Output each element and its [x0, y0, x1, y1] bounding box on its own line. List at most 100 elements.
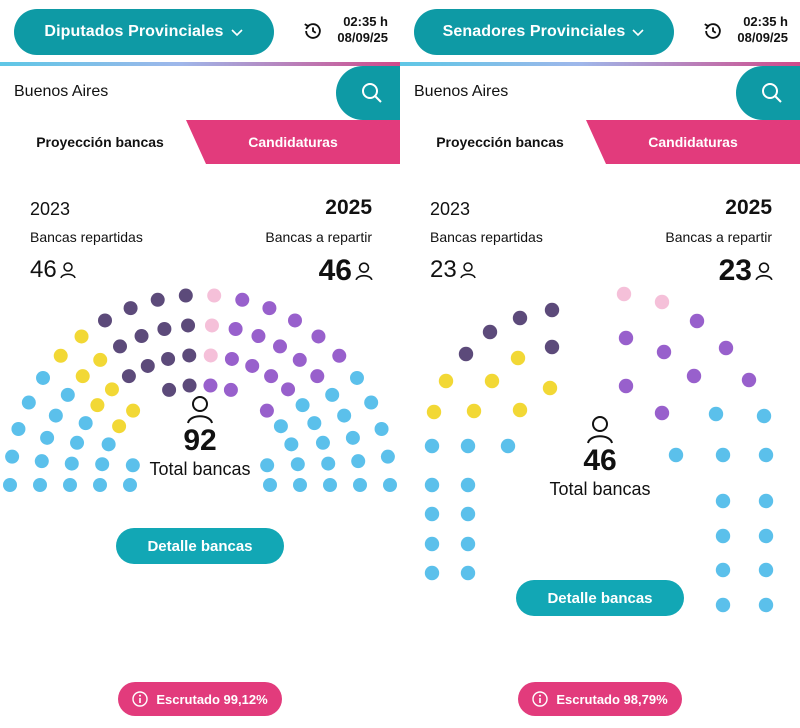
seat-dot — [307, 416, 322, 431]
seat-dot — [708, 406, 724, 422]
accent-divider — [0, 62, 400, 66]
seat-dot — [374, 421, 389, 436]
seat-dot — [204, 318, 219, 333]
seat-dot — [310, 369, 325, 384]
seat-dot — [112, 419, 127, 434]
search-button[interactable] — [336, 66, 400, 120]
chevron-down-icon — [230, 29, 243, 37]
seat-dot — [618, 330, 634, 346]
seat-dot — [668, 447, 684, 463]
chamber-selector[interactable]: Diputados Provinciales — [14, 9, 274, 55]
seat-dot — [78, 416, 93, 431]
seat-dot — [40, 430, 55, 445]
seat-chart-senadores — [400, 280, 800, 613]
seat-dot — [223, 382, 238, 397]
detail-button[interactable]: Detalle bancas — [516, 580, 684, 616]
seat-dot — [224, 351, 239, 366]
seat-dot — [104, 382, 119, 397]
seat-dot — [288, 313, 302, 328]
seat-dot — [290, 457, 305, 472]
search-icon — [362, 83, 382, 103]
seat-dot — [281, 382, 296, 397]
seat-dot — [245, 358, 260, 373]
seat-dot — [34, 454, 49, 469]
search-input[interactable]: Buenos Aires — [14, 83, 109, 100]
scrutiny-badge[interactable]: Escrutado 98,79% — [518, 682, 682, 716]
seat-dot — [203, 348, 218, 363]
user-icon — [755, 262, 773, 281]
tab-candidaturas[interactable]: Candidaturas — [586, 120, 800, 164]
seat-dot — [438, 373, 454, 389]
seat-dot — [758, 597, 774, 613]
tab-candidaturas[interactable]: Candidaturas — [186, 120, 400, 164]
seat-dot — [75, 369, 90, 384]
seat-dot — [364, 395, 379, 410]
seat-dot — [162, 382, 177, 397]
seat-dot — [321, 456, 336, 471]
seat-dot — [510, 350, 526, 366]
seat-chart-svg — [424, 286, 774, 613]
search-input[interactable]: Buenos Aires — [414, 83, 509, 100]
seat-dot — [689, 313, 705, 329]
seat-dot — [718, 340, 734, 356]
chamber-selector-label: Senadores Provinciales — [442, 23, 626, 40]
seat-dot — [656, 344, 672, 360]
seat-dot — [460, 506, 476, 522]
tabs: Proyección bancas Candidaturas — [400, 120, 800, 164]
total-seats: 92 Total bancas — [140, 394, 260, 480]
seat-dot — [715, 493, 731, 509]
label-next: Bancas a repartir — [665, 229, 772, 245]
seat-dot — [315, 435, 330, 450]
seat-dot — [756, 408, 772, 424]
seat-dot — [21, 395, 36, 410]
update-time: 02:35 h — [743, 14, 788, 29]
seat-dot — [134, 329, 149, 344]
seat-dot — [36, 370, 51, 385]
panel-senadores: Senadores Provinciales 02:35 h 08/09/25 … — [400, 0, 800, 728]
tab-proyeccion[interactable]: Proyección bancas — [436, 134, 564, 150]
label-prev: Bancas repartidas — [30, 229, 143, 245]
seat-dot — [121, 369, 136, 384]
seat-dot — [715, 528, 731, 544]
seat-dot — [181, 318, 196, 333]
seat-dot — [345, 430, 360, 445]
seat-dot — [383, 478, 397, 492]
accent-divider — [400, 62, 800, 66]
seat-dot — [203, 378, 218, 393]
seat-dot — [33, 478, 47, 492]
seat-dot — [460, 536, 476, 552]
chamber-selector[interactable]: Senadores Provinciales — [414, 9, 674, 55]
seat-dot — [380, 449, 395, 464]
seat-dot — [182, 348, 197, 363]
seat-dot — [424, 506, 440, 522]
seat-dot — [5, 449, 20, 464]
seat-dot — [259, 403, 274, 418]
seat-dot — [500, 438, 516, 454]
seat-dot — [48, 408, 63, 423]
panel-diputados: Diputados Provinciales 02:35 h 08/09/25 … — [0, 9, 400, 716]
seat-dot — [332, 348, 347, 363]
seats-next-value: 23 — [718, 254, 752, 287]
detail-button[interactable]: Detalle bancas — [116, 528, 284, 564]
seat-dot — [263, 478, 277, 492]
seat-dot — [90, 398, 105, 413]
seat-dot — [715, 447, 731, 463]
year-next: 2025 — [725, 196, 772, 219]
seat-dot — [758, 447, 774, 463]
user-icon — [459, 262, 476, 279]
year-prev: 2023 — [430, 199, 471, 219]
seat-dot — [512, 310, 528, 326]
tab-proyeccion[interactable]: Proyección bancas — [36, 134, 164, 150]
seat-dot — [228, 322, 243, 337]
seat-dot — [74, 329, 89, 344]
seat-dot — [182, 378, 197, 393]
seat-dot — [126, 403, 141, 418]
seat-dot — [251, 329, 266, 344]
scrutiny-badge[interactable]: Escrutado 99,12% — [118, 682, 282, 716]
seat-dot — [292, 352, 307, 367]
seat-dot — [60, 387, 75, 402]
seats-next: 46 — [319, 254, 374, 288]
seat-dot — [150, 292, 165, 307]
search-button[interactable] — [736, 66, 800, 120]
seat-dot — [3, 478, 17, 492]
